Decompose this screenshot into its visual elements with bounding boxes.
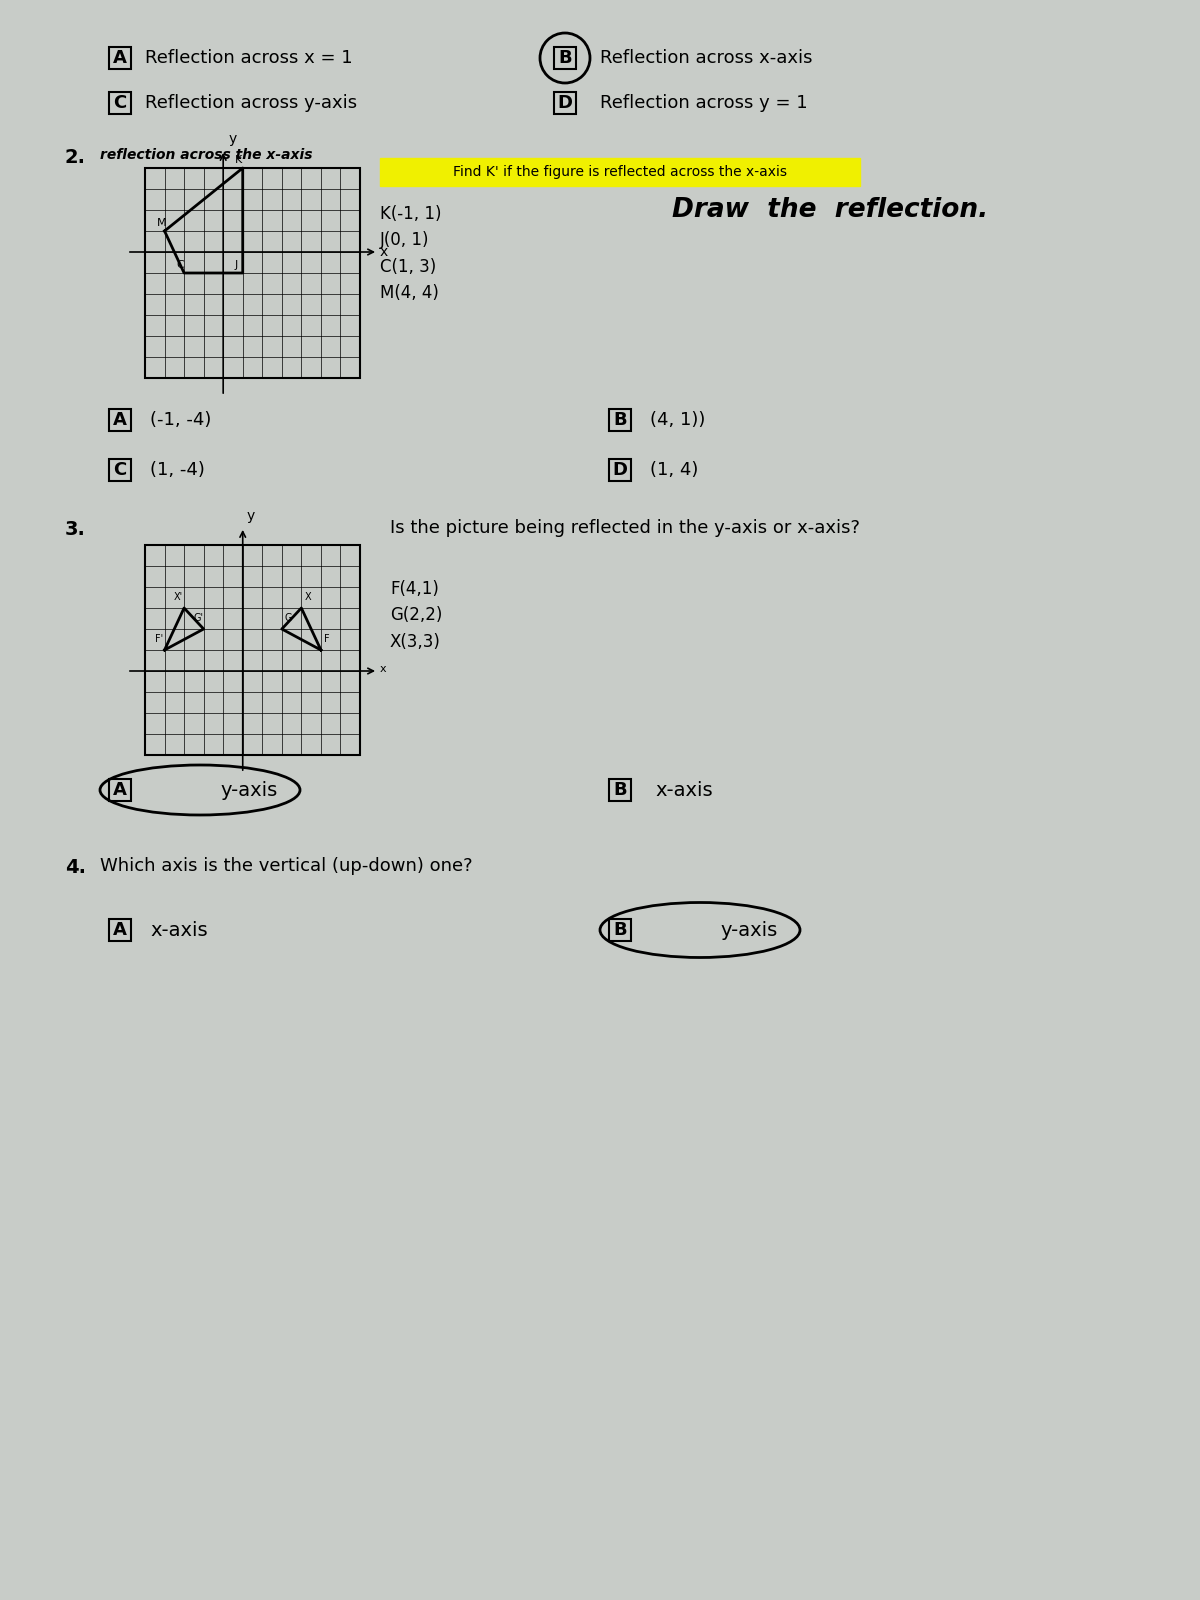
Text: Reflection across y = 1: Reflection across y = 1 (600, 94, 808, 112)
Text: Reflection across x = 1: Reflection across x = 1 (145, 50, 353, 67)
Bar (109, 46, 131, 69)
Text: (1, 4): (1, 4) (650, 461, 698, 478)
Bar (109, 91, 131, 114)
Text: x: x (380, 664, 386, 674)
Text: A: A (113, 411, 127, 429)
Text: (-1, -4): (-1, -4) (150, 411, 211, 429)
Text: B: B (558, 50, 572, 67)
Text: Is the picture being reflected in the y-axis or x-axis?: Is the picture being reflected in the y-… (390, 518, 860, 538)
Text: y-axis: y-axis (220, 781, 277, 800)
Bar (145, 546, 360, 755)
Bar (109, 918, 131, 941)
Text: C: C (113, 94, 127, 112)
Text: x-axis: x-axis (655, 781, 713, 800)
Text: F(4,1)
G(2,2)
X(3,3): F(4,1) G(2,2) X(3,3) (390, 579, 443, 651)
Bar (380, 158, 860, 186)
Text: K: K (235, 155, 242, 165)
Bar (145, 168, 360, 378)
Text: C: C (176, 259, 184, 270)
Text: reflection across the x-axis: reflection across the x-axis (100, 149, 312, 162)
Text: Draw  the  reflection.: Draw the reflection. (672, 197, 988, 222)
Text: Reflection across y-axis: Reflection across y-axis (145, 94, 358, 112)
Text: x-axis: x-axis (150, 920, 208, 939)
Text: (4, 1)): (4, 1)) (650, 411, 706, 429)
Text: M: M (156, 218, 166, 227)
Text: Find K' if the figure is reflected across the x-axis: Find K' if the figure is reflected acros… (454, 165, 787, 179)
Text: B: B (613, 411, 626, 429)
Text: Which axis is the vertical (up-down) one?: Which axis is the vertical (up-down) one… (100, 858, 473, 875)
Text: y: y (228, 133, 236, 146)
Bar (610, 459, 631, 482)
Text: (1, -4): (1, -4) (150, 461, 205, 478)
Text: A: A (113, 922, 127, 939)
Text: A: A (113, 50, 127, 67)
Text: J: J (235, 259, 238, 270)
Text: B: B (613, 922, 626, 939)
Text: 3.: 3. (65, 520, 86, 539)
Text: X: X (305, 592, 311, 602)
Text: Reflection across x-axis: Reflection across x-axis (600, 50, 812, 67)
Text: G': G' (193, 613, 204, 622)
Text: G: G (284, 613, 293, 622)
Bar (109, 459, 131, 482)
Bar (109, 779, 131, 802)
Text: F: F (324, 634, 330, 643)
Bar (109, 410, 131, 430)
Text: D: D (612, 461, 628, 478)
Text: F': F' (155, 634, 163, 643)
Text: A: A (113, 781, 127, 798)
Text: B: B (613, 781, 626, 798)
Text: y-axis: y-axis (720, 920, 778, 939)
Text: 4.: 4. (65, 858, 86, 877)
Bar (554, 46, 576, 69)
Bar (610, 779, 631, 802)
Text: y: y (247, 509, 254, 523)
Text: D: D (558, 94, 572, 112)
Text: K(-1, 1)
J(0, 1)
C(1, 3)
M(4, 4): K(-1, 1) J(0, 1) C(1, 3) M(4, 4) (380, 205, 442, 302)
Bar (554, 91, 576, 114)
Bar (610, 410, 631, 430)
Text: C: C (113, 461, 127, 478)
Text: x: x (380, 245, 389, 259)
Text: 2.: 2. (65, 149, 86, 166)
Bar (610, 918, 631, 941)
Text: X': X' (174, 592, 184, 602)
